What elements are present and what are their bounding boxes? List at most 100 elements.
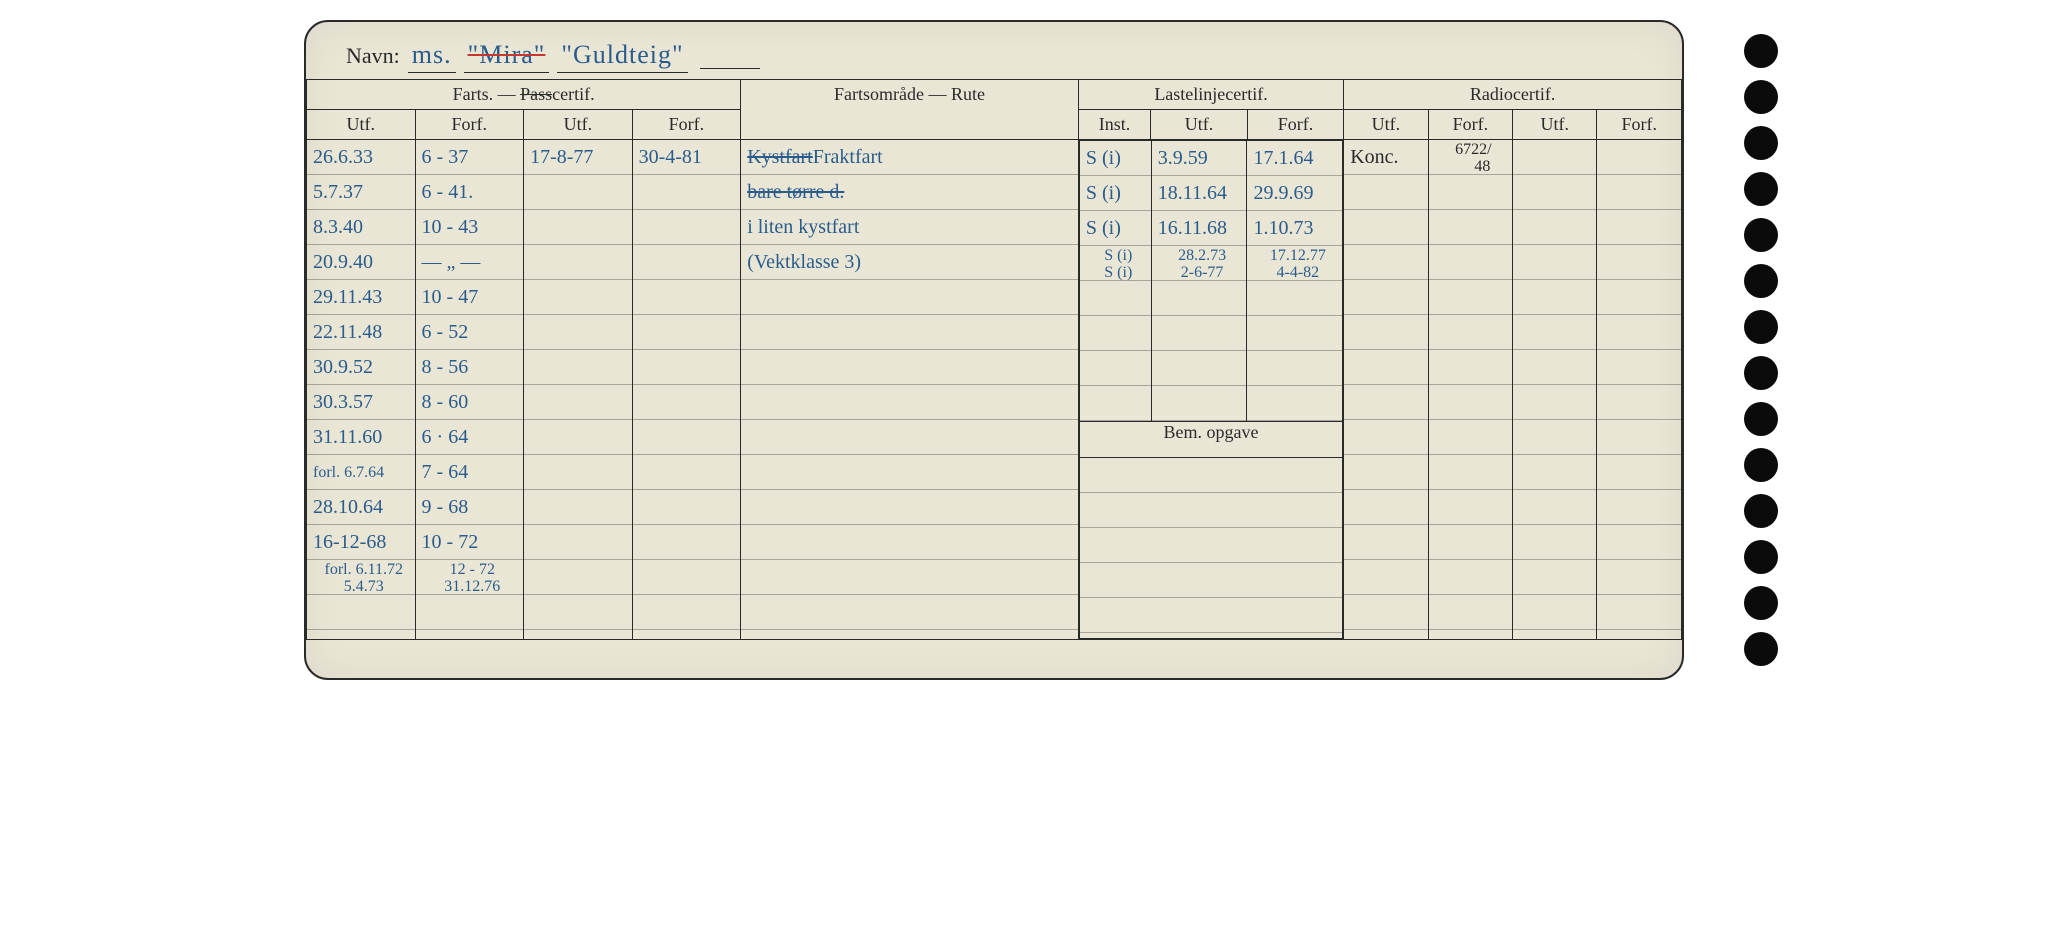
cell-stack: 17.12.77 4-4-82 [1247,246,1342,281]
cell: 10 - 43 [416,210,524,245]
radio-forf-stack: 6722/ 48 [1429,140,1512,175]
cell: 8 - 56 [416,350,524,385]
hole-icon [1744,448,1778,482]
main-table: Farts. — Passcertif. Fartsområde — Rute … [306,79,1682,640]
cell: 7 - 64 [416,455,524,490]
cell: 48 [1450,158,1490,175]
radio-forf1-col: 6722/ 48 [1428,140,1512,640]
header-radio: Radiocertif. [1344,80,1682,110]
header-rute: Fartsområde — Rute [741,80,1079,140]
cell: 2-6-77 [1175,264,1224,281]
sub-utf1: Utf. [307,110,416,140]
cell: S (i) [1098,264,1132,281]
punch-holes [1744,20,1794,680]
navn-label: Navn: [346,43,400,69]
rute-line2: bare tørre d. [741,175,1078,210]
cell: 28.2.73 [1172,247,1226,264]
group-header-row: Farts. — Passcertif. Fartsområde — Rute … [307,80,1682,110]
hole-icon [1744,586,1778,620]
sub-forf5: Forf. [1597,110,1682,140]
cell: 5.7.37 [307,175,415,210]
cell: 9 - 68 [416,490,524,525]
cell: forl. 6.11.72 [319,561,404,578]
cell: S (i) [1080,141,1151,176]
cell: 6 · 64 [416,420,524,455]
cell: 8.3.40 [307,210,415,245]
cell: 17.1.64 [1247,141,1342,176]
rute-line3: i liten kystfart [741,210,1078,245]
card-wrapper: Navn: ms. "Mira" "Guldteig" Farts. — Pas… [304,20,1744,680]
cell: S (i) [1080,211,1151,246]
bem-body [1079,458,1342,639]
cell: 10 - 72 [416,525,524,560]
certif-label: certif. [552,84,594,104]
hole-icon [1744,264,1778,298]
cell: 22.11.48 [307,315,415,350]
hole-icon [1744,402,1778,436]
laste-inst-col: S (i) S (i) S (i) S (i) S (i) [1079,141,1151,422]
hole-icon [1744,80,1778,114]
hole-icon [1744,632,1778,666]
hole-icon [1744,126,1778,160]
cell: 16-12-68 [307,525,415,560]
cell: 18.11.64 [1152,176,1247,211]
cell: 26.6.33 [307,140,415,175]
hole-icon [1744,356,1778,390]
cell: 31.12.76 [438,578,500,595]
cell: 17-8-77 [524,140,632,175]
header-farts: Farts. — Passcertif. [307,80,741,110]
rute-struck1: Kystfart [747,140,813,175]
cell: forl. 6.7.64 [307,455,415,490]
laste-forf-col: 17.1.64 29.9.69 1.10.73 17.12.77 4-4-82 [1247,141,1343,422]
navn-underline [700,68,760,69]
cell: — „ — [416,245,524,280]
cell: 5.4.73 [338,578,384,595]
bem-label: Bem. opgave [1079,422,1342,458]
hole-icon [1744,34,1778,68]
cell: 12 - 72 [444,561,495,578]
cell: 30-4-81 [633,140,741,175]
rute-col: Kystfart Fraktfart bare tørre d. i liten… [741,140,1079,640]
pass-struck: Pass [520,84,552,104]
sub-utf2: Utf. [524,110,633,140]
cell: 29.9.69 [1247,176,1342,211]
sub-utf3: Utf. [1151,110,1247,140]
cell: 30.9.52 [307,350,415,385]
cell: 31.11.60 [307,420,415,455]
cell: 30.3.57 [307,385,415,420]
cell-stack: forl. 6.11.72 5.4.73 [307,560,415,595]
cell: 8 - 60 [416,385,524,420]
cell: S (i) [1098,247,1132,264]
navn-name: "Guldteig" [557,40,687,73]
cell: 6 - 37 [416,140,524,175]
hole-icon [1744,218,1778,252]
cell-stack: S (i) S (i) [1080,246,1151,281]
farts1-utf-col: 26.6.33 5.7.37 8.3.40 20.9.40 29.11.43 2… [307,140,416,640]
cell: 1.10.73 [1247,211,1342,246]
rute-line4: (Vektklasse 3) [741,245,1078,280]
radio-forf2-col [1597,140,1682,640]
sub-utf5: Utf. [1513,110,1597,140]
laste-utf-col: 3.9.59 18.11.64 16.11.68 28.2.73 2-6-77 [1151,141,1247,422]
cell: S (i) [1080,176,1151,211]
index-card: Navn: ms. "Mira" "Guldteig" Farts. — Pas… [304,20,1684,680]
hole-icon [1744,310,1778,344]
cell: 10 - 47 [416,280,524,315]
sub-utf4: Utf. [1344,110,1428,140]
cell: 29.11.43 [307,280,415,315]
radio-utf2-col [1513,140,1597,640]
sub-forf3: Forf. [1247,110,1343,140]
cell: 6 - 52 [416,315,524,350]
cell: Konc. [1344,140,1427,175]
cell-stack: 12 - 72 31.12.76 [416,560,524,595]
cell: 28.10.64 [307,490,415,525]
rute-text1: Fraktfart [813,140,883,175]
hole-icon [1744,172,1778,206]
body-row: 26.6.33 5.7.37 8.3.40 20.9.40 29.11.43 2… [307,140,1682,640]
sub-inst: Inst. [1078,110,1150,140]
farts2-utf-col: 17-8-77 [524,140,633,640]
cell-stack: 28.2.73 2-6-77 [1152,246,1247,281]
sub-forf2: Forf. [632,110,741,140]
sub-forf1: Forf. [415,110,524,140]
cell: 16.11.68 [1152,211,1247,246]
